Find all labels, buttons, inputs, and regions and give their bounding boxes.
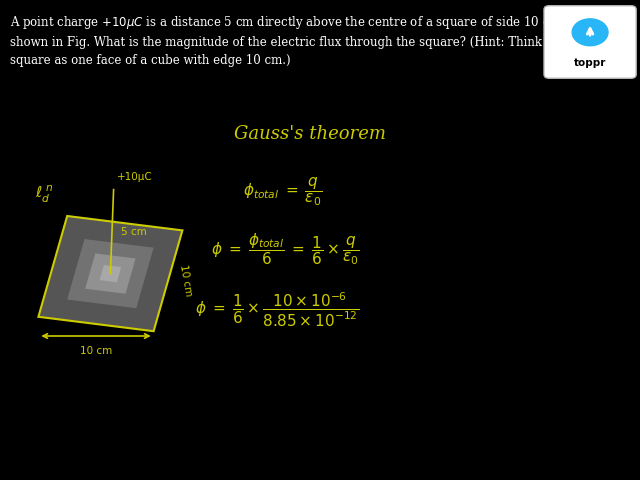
FancyBboxPatch shape xyxy=(544,6,636,78)
Text: $\phi \;=\; \dfrac{\phi_{total}}{6} \;=\; \dfrac{1}{6} \times \dfrac{q}{\varepsi: $\phi \;=\; \dfrac{\phi_{total}}{6} \;=\… xyxy=(211,232,360,267)
Polygon shape xyxy=(38,216,182,331)
Text: $\ell_d^{\;\mathit{n}}$: $\ell_d^{\;\mathit{n}}$ xyxy=(35,184,54,205)
Polygon shape xyxy=(100,265,121,282)
Text: A point charge $+10\mu C$ is a distance 5 cm directly above the centre of a squa: A point charge $+10\mu C$ is a distance … xyxy=(10,14,581,67)
Text: $\phi \;=\; \dfrac{1}{6} \times \dfrac{10 \times 10^{-6}}{8.85 \times 10^{-12}}$: $\phi \;=\; \dfrac{1}{6} \times \dfrac{1… xyxy=(195,290,360,329)
Text: 10 cm: 10 cm xyxy=(80,347,112,356)
Text: $\phi_{total} \;=\; \dfrac{q}{\varepsilon_0}$: $\phi_{total} \;=\; \dfrac{q}{\varepsilo… xyxy=(243,176,323,208)
Polygon shape xyxy=(67,239,154,308)
Text: 5 cm: 5 cm xyxy=(122,227,147,237)
Polygon shape xyxy=(85,253,136,294)
Text: +10μC: +10μC xyxy=(116,172,152,182)
Text: 10 cm: 10 cm xyxy=(177,264,193,298)
Circle shape xyxy=(572,19,608,46)
Text: toppr: toppr xyxy=(574,58,606,68)
Text: Gauss's theorem: Gauss's theorem xyxy=(234,125,385,144)
